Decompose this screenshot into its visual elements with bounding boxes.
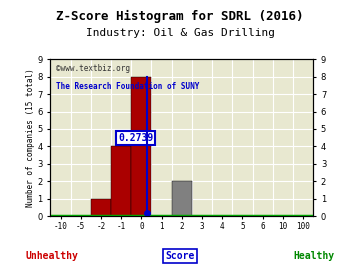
Text: The Research Foundation of SUNY: The Research Foundation of SUNY — [56, 82, 199, 91]
Text: ©www.textbiz.org: ©www.textbiz.org — [56, 64, 130, 73]
Text: 0.2739: 0.2739 — [118, 133, 153, 143]
Text: Score: Score — [165, 251, 195, 261]
Y-axis label: Number of companies (15 total): Number of companies (15 total) — [26, 68, 35, 207]
Bar — [111, 146, 131, 216]
Text: Healthy: Healthy — [294, 251, 335, 261]
Text: Z-Score Histogram for SDRL (2016): Z-Score Histogram for SDRL (2016) — [56, 9, 304, 22]
Bar — [131, 77, 152, 216]
Text: Industry: Oil & Gas Drilling: Industry: Oil & Gas Drilling — [86, 28, 275, 38]
Bar — [172, 181, 192, 216]
Text: Unhealthy: Unhealthy — [25, 251, 78, 261]
Bar — [91, 199, 111, 216]
